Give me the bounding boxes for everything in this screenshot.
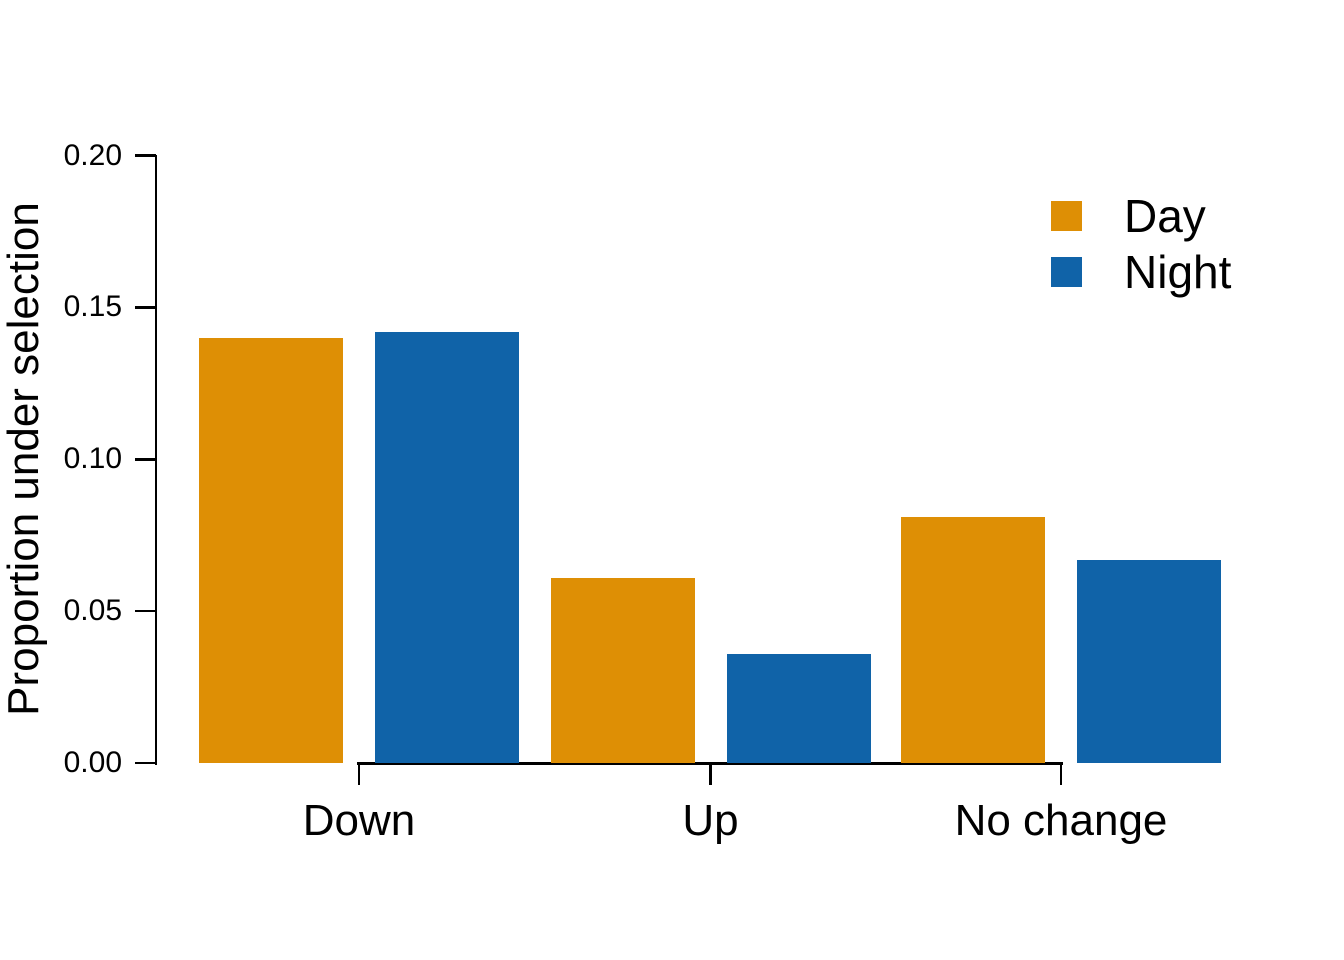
bar-night-up <box>726 653 871 763</box>
y-axis-tick-label: 0.15 <box>63 290 122 324</box>
y-axis-tick <box>135 154 156 157</box>
x-axis-category-label-no-change: No change <box>954 796 1168 845</box>
bar-night-down <box>375 331 519 763</box>
legend: Day Night <box>1051 188 1231 300</box>
y-axis-tick-label: 0.20 <box>63 138 122 172</box>
x-axis-category-label-down: Down <box>302 796 416 845</box>
y-axis-tick-label: 0.05 <box>63 594 122 628</box>
x-axis-tick <box>1059 763 1063 785</box>
legend-label-day: Day <box>1124 190 1206 242</box>
bar-day-up <box>550 577 695 763</box>
y-axis-tick <box>135 458 156 461</box>
x-axis-tick <box>709 763 712 785</box>
y-axis-tick-label: 0.10 <box>63 442 122 476</box>
bar-day-down <box>199 337 343 763</box>
y-axis-tick <box>135 609 156 613</box>
legend-item-night: Night <box>1051 244 1231 300</box>
legend-label-night: Night <box>1124 246 1232 298</box>
y-axis-tick-label: 0.00 <box>63 746 122 779</box>
y-axis-tick <box>135 306 156 309</box>
legend-swatch-night <box>1051 257 1082 287</box>
bar-day-no-change <box>901 516 1045 763</box>
x-axis-category-label-up: Up <box>682 796 739 845</box>
legend-item-day: Day <box>1051 188 1231 244</box>
legend-swatch-day <box>1051 201 1082 231</box>
x-axis-tick <box>357 763 361 785</box>
bar-night-no-change <box>1077 559 1221 763</box>
y-axis-tick <box>135 761 156 765</box>
